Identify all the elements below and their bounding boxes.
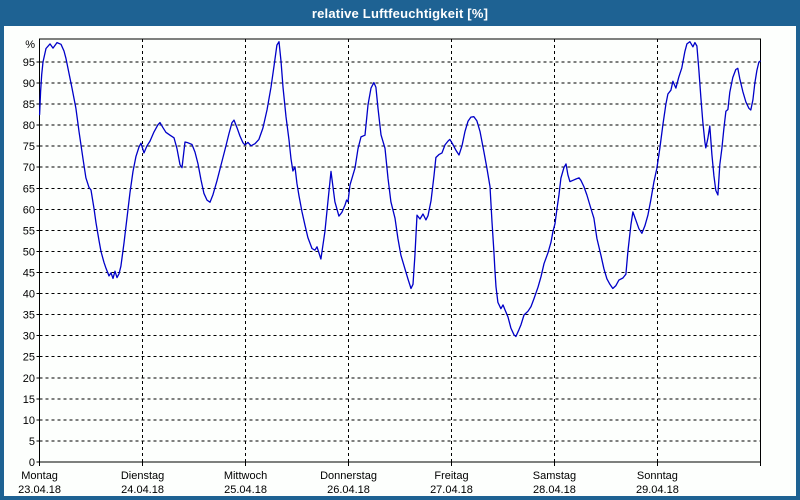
y-tick-label: 80: [23, 120, 35, 132]
window-title-bar: relative Luftfeuchtigkeit [%]: [0, 0, 800, 26]
window-frame-right: [796, 0, 800, 500]
x-day-label: Sonntag: [637, 470, 678, 482]
y-tick-label: 50: [23, 246, 35, 258]
x-day-label: Mittwoch: [224, 470, 267, 482]
axis-ticks: [36, 61, 761, 466]
y-tick-label: 60: [23, 204, 35, 216]
y-tick-label: 5: [29, 436, 35, 448]
y-tick-label: 10: [23, 415, 35, 427]
y-tick-label: 0: [29, 457, 35, 469]
x-day-label: Dienstag: [121, 470, 164, 482]
window-frame-left: [0, 0, 4, 500]
x-date-label: 27.04.18: [430, 484, 473, 496]
y-tick-label: 25: [23, 352, 35, 364]
x-date-label: 26.04.18: [327, 484, 370, 496]
y-tick-label: 70: [23, 162, 35, 174]
y-tick-label: 55: [23, 225, 35, 237]
x-day-label: Freitag: [434, 470, 468, 482]
y-axis-labels: 0 5 10 15 20 25 30 35 40 45 50 55 60 65 70 75 80 85 90 95: [23, 57, 35, 469]
y-tick-label: 40: [23, 289, 35, 301]
chart-svg: 0 5 10 15 20 25 30 35 40 45 50 55 60 65 70 75 80 85 90 95 %…: [18, 38, 761, 496]
x-date-label: 25.04.18: [224, 484, 267, 496]
y-tick-label: 65: [23, 183, 35, 195]
y-tick-label: 35: [23, 310, 35, 322]
plot-border: [39, 38, 761, 463]
y-tick-label: 30: [23, 331, 35, 343]
y-tick-label: 95: [23, 57, 35, 69]
y-tick-label: 15: [23, 394, 35, 406]
window-frame-bottom: [0, 496, 800, 500]
y-tick-label: 20: [23, 373, 35, 385]
x-date-label: 23.04.18: [18, 484, 61, 496]
y-gridlines: [39, 61, 761, 442]
x-date-label: 29.04.18: [636, 484, 679, 496]
y-tick-label: 90: [23, 78, 35, 90]
x-day-label: Samstag: [533, 470, 576, 482]
y-axis-unit-label: %: [25, 39, 35, 51]
y-tick-label: 75: [23, 141, 35, 153]
x-axis-labels: Montag 23.04.18 Dienstag 24.04.18 Mittwoch 25…: [18, 470, 679, 496]
window-title: relative Luftfeuchtigkeit [%]: [311, 5, 489, 21]
x-date-label: 24.04.18: [121, 484, 164, 496]
chart-area: 0 5 10 15 20 25 30 35 40 45 50 55 60 65 70 75 80 85 90 95 %…: [0, 26, 800, 500]
humidity-series-line: [38, 41, 761, 338]
x-gridlines: [142, 38, 658, 462]
x-day-label: Donnerstag: [320, 470, 377, 482]
x-day-label: Montag: [21, 470, 58, 482]
y-tick-label: 85: [23, 99, 35, 111]
y-tick-label: 45: [23, 268, 35, 280]
x-date-label: 28.04.18: [533, 484, 576, 496]
